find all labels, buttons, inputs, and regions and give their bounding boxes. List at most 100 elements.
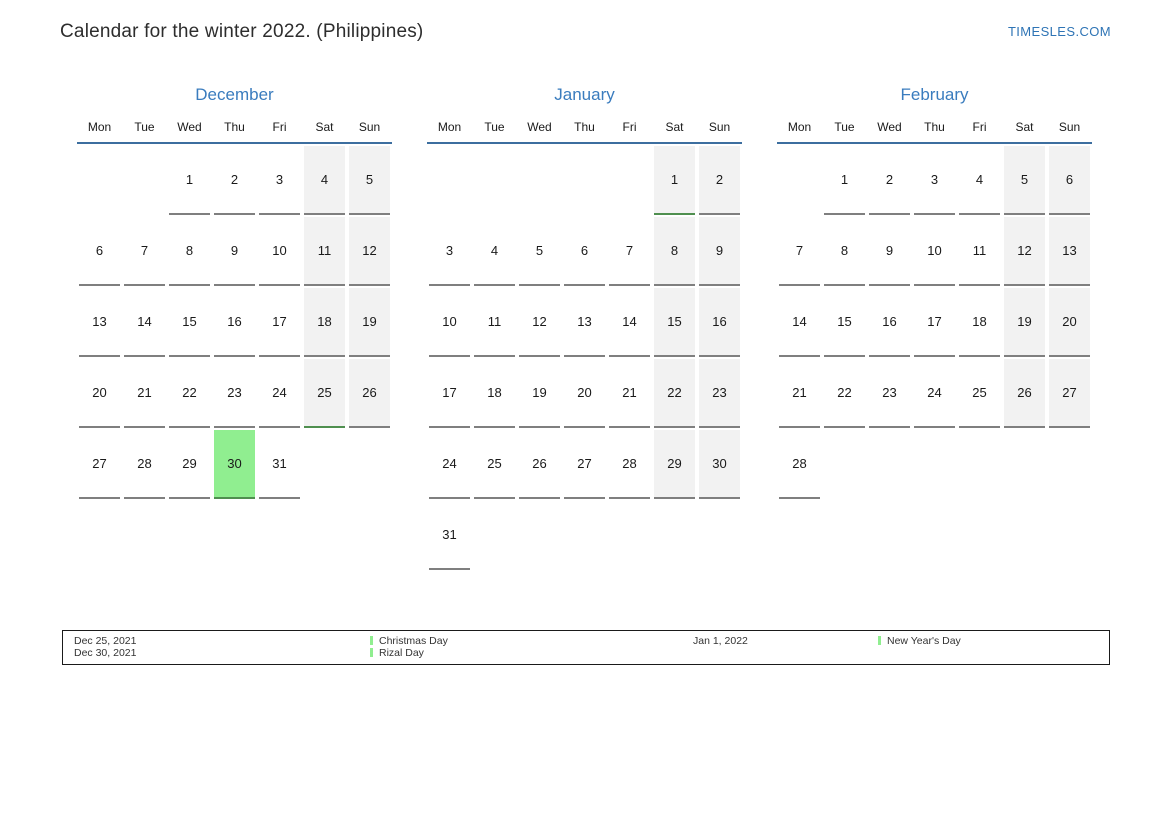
day-cell: 28 xyxy=(609,430,650,499)
day-cell: 12 xyxy=(1004,217,1045,286)
day-cell: 7 xyxy=(609,217,650,286)
weekday-label: Wed xyxy=(877,120,902,134)
month-title: January xyxy=(554,85,615,104)
legend-holiday: New Year's Day xyxy=(878,635,1109,647)
day-cell: 3 xyxy=(259,146,300,215)
weekday-label: Thu xyxy=(924,120,945,134)
day-cell: 9 xyxy=(214,217,255,286)
day-cell: 7 xyxy=(124,217,165,286)
months-row: December Mon Tue Wed Thu Fri Sat Sun 1 2 3 4 5 6 7 8 9 10… xyxy=(77,84,1092,572)
month-title: December xyxy=(195,85,274,104)
day-cell: 9 xyxy=(869,217,910,286)
empty-cell xyxy=(124,146,165,215)
holiday-marker-icon xyxy=(370,648,373,657)
day-cell: 18 xyxy=(304,288,345,357)
weekday-label: Fri xyxy=(622,120,637,134)
day-cell: 6 xyxy=(1049,146,1090,215)
month-february: February Mon Tue Wed Thu Fri Sat Sun 1 2 3 4 5 6 7 8 9 10… xyxy=(777,84,1092,572)
holiday-marker-icon xyxy=(878,636,881,645)
day-cell: 26 xyxy=(349,359,390,428)
legend-holiday-name: New Year's Day xyxy=(887,635,961,647)
month-december: December Mon Tue Wed Thu Fri Sat Sun 1 2 3 4 5 6 7 8 9 10… xyxy=(77,84,392,572)
day-cell: 1 xyxy=(169,146,210,215)
day-cell: 15 xyxy=(169,288,210,357)
day-cell: 16 xyxy=(214,288,255,357)
week-row: 27 28 29 30 31 xyxy=(77,430,392,499)
empty-cell xyxy=(869,430,910,499)
day-cell: 24 xyxy=(429,430,470,499)
day-cell: 7 xyxy=(779,217,820,286)
day-cell: 6 xyxy=(564,217,605,286)
weekday-label: Sun xyxy=(708,120,731,134)
weekday-label: Sat xyxy=(665,120,684,134)
month-grid: 1 2 3 4 5 6 7 8 9 10 11 12 13 14 15 16 17 18 19 20 21 22 23 24 2… xyxy=(77,146,392,499)
day-cell: 21 xyxy=(609,359,650,428)
weekday-label: Tue xyxy=(484,120,505,134)
day-cell: 10 xyxy=(259,217,300,286)
day-cell: 2 xyxy=(869,146,910,215)
day-cell: 4 xyxy=(959,146,1000,215)
day-cell: 24 xyxy=(259,359,300,428)
legend-names-column-1: Christmas Day Rizal Day xyxy=(370,635,693,664)
day-cell: 13 xyxy=(1049,217,1090,286)
weekday-label: Wed xyxy=(527,120,552,134)
week-row: 14 15 16 17 18 19 20 xyxy=(777,288,1092,357)
empty-cell xyxy=(779,146,820,215)
day-cell: 21 xyxy=(779,359,820,428)
legend-holiday-name: Rizal Day xyxy=(379,647,424,659)
day-cell: 12 xyxy=(519,288,560,357)
weekday-label: Sun xyxy=(358,120,381,134)
day-cell: 2 xyxy=(214,146,255,215)
weekday-label: Fri xyxy=(272,120,287,134)
empty-cell xyxy=(609,501,650,570)
day-cell: 5 xyxy=(1004,146,1045,215)
day-cell: 12 xyxy=(349,217,390,286)
empty-cell xyxy=(654,501,695,570)
day-cell: 17 xyxy=(259,288,300,357)
day-cell: 19 xyxy=(1004,288,1045,357)
week-row: 6 7 8 9 10 11 12 xyxy=(77,217,392,286)
empty-cell xyxy=(959,430,1000,499)
day-cell: 23 xyxy=(699,359,740,428)
day-cell: 8 xyxy=(824,217,865,286)
day-cell: 6 xyxy=(79,217,120,286)
day-cell: 29 xyxy=(169,430,210,499)
empty-cell xyxy=(699,501,740,570)
week-row: 7 8 9 10 11 12 13 xyxy=(777,217,1092,286)
day-cell: 23 xyxy=(869,359,910,428)
month-grid: 1 2 3 4 5 6 7 8 9 10 11 12 13 14 15 16 17 18 19 20 21 22 23 24 2… xyxy=(427,146,742,570)
day-cell: 11 xyxy=(474,288,515,357)
day-cell: 22 xyxy=(824,359,865,428)
weekday-label: Tue xyxy=(134,120,155,134)
weekday-label: Mon xyxy=(437,120,462,134)
legend-date: Jan 1, 2022 xyxy=(693,635,748,647)
legend-date: Dec 25, 2021 xyxy=(74,635,137,647)
legend-date: Dec 30, 2021 xyxy=(74,647,137,659)
day-cell: 10 xyxy=(429,288,470,357)
site-link[interactable]: TIMESLES.COM xyxy=(1007,24,1111,39)
day-cell: 28 xyxy=(124,430,165,499)
day-cell: 25 xyxy=(959,359,1000,428)
day-cell: 13 xyxy=(564,288,605,357)
month-title: February xyxy=(900,85,969,104)
weekday-label: Sat xyxy=(1015,120,1034,134)
day-cell: 21 xyxy=(124,359,165,428)
legend-dates-column-2: Jan 1, 2022 xyxy=(693,635,878,664)
day-cell: 29 xyxy=(654,430,695,499)
empty-cell xyxy=(519,501,560,570)
legend-holiday: Rizal Day xyxy=(370,647,693,659)
day-cell: 4 xyxy=(304,146,345,215)
empty-cell xyxy=(474,146,515,215)
day-cell: 14 xyxy=(124,288,165,357)
empty-cell xyxy=(349,430,390,499)
day-cell: 30 xyxy=(214,430,255,499)
day-cell: 5 xyxy=(519,217,560,286)
day-cell: 22 xyxy=(654,359,695,428)
day-cell: 16 xyxy=(699,288,740,357)
holiday-marker-icon xyxy=(370,636,373,645)
weekday-header-row: Mon Tue Wed Thu Fri Sat Sun xyxy=(427,120,742,144)
